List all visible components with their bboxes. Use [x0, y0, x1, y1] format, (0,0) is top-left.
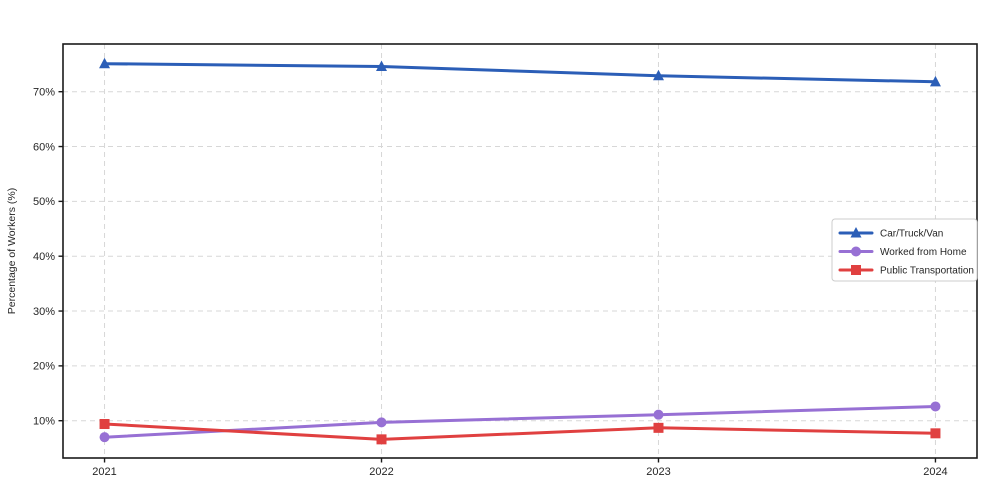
data-point-circle [653, 409, 664, 420]
data-point-triangle [376, 60, 388, 71]
ticks [58, 91, 937, 463]
y-tick-label: 30% [33, 306, 55, 318]
legend-label: Car/Truck/Van [880, 229, 943, 240]
x-tick-label: 2022 [369, 466, 393, 478]
plot-background [63, 44, 977, 458]
legend-label: Public Transportation [880, 266, 974, 277]
data-point-circle [99, 432, 110, 443]
x-tick-label: 2021 [92, 466, 116, 478]
legend: Car/Truck/Van Worked from Home Public Tran… [831, 218, 978, 282]
data-point-circle [930, 401, 941, 412]
legend-label: Worked from Home [880, 247, 967, 258]
data-point-square [376, 434, 387, 445]
data-point-square [851, 265, 861, 275]
data-point-triangle [99, 57, 111, 69]
legend-entry: Car/Truck/Van [838, 227, 943, 240]
legend-entry: Worked from Home [838, 246, 967, 258]
data-point-triangle [929, 75, 941, 87]
y-tick-label: 60% [33, 141, 55, 153]
data-point-square [653, 422, 664, 433]
y-tick-label: 50% [33, 196, 55, 208]
legend-marker [850, 227, 862, 238]
y-tick-label: 20% [33, 361, 55, 373]
y-tick-label: 10% [33, 416, 55, 428]
y-tick-label: 70% [33, 87, 55, 99]
legend-entry: Public Transportation [838, 265, 974, 277]
data-point-circle [376, 417, 387, 428]
data-point-square [930, 428, 941, 439]
legend-marker [851, 265, 861, 275]
series-markers [99, 401, 941, 443]
data-point-circle [851, 246, 861, 257]
data-point-triangle [652, 69, 664, 81]
tick-labels: 10% 20% 30% 40% 50% 60% 70% 2021 2022 2023 2024 [33, 87, 948, 478]
series-markers [99, 419, 941, 445]
series-line-circle [103, 405, 937, 439]
legend-marker [851, 246, 861, 257]
series-markers [99, 57, 941, 87]
x-tick-label: 2024 [923, 466, 947, 478]
y-axis-label: Percentage of Workers (%) [6, 188, 18, 314]
data-point-triangle [850, 227, 862, 238]
data-point-square [99, 419, 110, 430]
series-line-triangle [103, 62, 937, 84]
y-tick-label: 40% [33, 251, 55, 263]
series-line-square [103, 422, 937, 441]
x-tick-label: 2023 [646, 466, 670, 478]
